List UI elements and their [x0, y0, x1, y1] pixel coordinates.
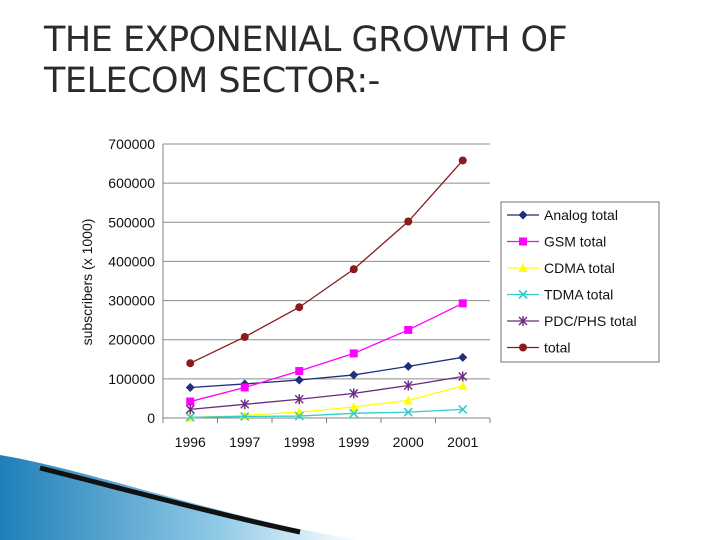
y-axis-label: subscribers (x 1000)	[79, 219, 95, 346]
legend-item: Analog total	[507, 207, 618, 223]
legend-item: TDMA total	[507, 287, 613, 303]
swoosh-line	[39, 465, 301, 535]
chart-axes	[162, 144, 491, 423]
legend-item: total	[507, 340, 570, 356]
legend-label: PDC/PHS total	[544, 313, 637, 329]
legend-swatch-marker	[518, 263, 528, 272]
data-point	[185, 404, 195, 415]
series-tdma-total	[185, 404, 468, 422]
x-tick-label: 1999	[338, 434, 369, 450]
y-tick-label: 100000	[108, 371, 155, 387]
data-point	[349, 349, 358, 358]
legend-label: Analog total	[544, 207, 618, 223]
series-line	[190, 356, 463, 389]
y-tick-label: 500000	[108, 214, 155, 230]
data-point	[404, 325, 413, 334]
y-tick-label: 0	[147, 410, 155, 426]
y-tick-label: 200000	[108, 332, 155, 348]
y-tick-labels: 0 100000 200000 300000 400000 500000 600000 700…	[108, 136, 155, 426]
legend-swatch-marker	[519, 343, 527, 352]
data-point	[294, 411, 304, 421]
data-point	[458, 404, 468, 414]
data-point	[349, 402, 359, 412]
x-tick-label: 1996	[175, 434, 206, 450]
swoosh-shape	[0, 455, 360, 540]
slide-title: THE EXPONENIAL GROWTH OF TELECOM SECTOR:…	[44, 20, 684, 102]
data-point	[240, 411, 250, 421]
y-tick-label: 700000	[108, 136, 155, 152]
data-point	[349, 388, 359, 399]
chart-legend: Analog total GSM total CDMA total TDMA tota…	[500, 201, 660, 363]
data-point	[240, 332, 249, 341]
data-point	[403, 380, 413, 391]
y-tick-label: 300000	[108, 293, 155, 309]
legend-swatch-marker	[519, 237, 527, 246]
data-point	[458, 380, 468, 390]
series-line	[189, 160, 464, 364]
legend-item: PDC/PHS total	[507, 313, 637, 329]
data-point	[458, 299, 467, 308]
y-tick-label: 600000	[108, 175, 155, 191]
series-pdc-phs-total	[185, 371, 468, 415]
data-point	[458, 371, 468, 382]
data-point	[403, 395, 413, 405]
legend-swatch-marker	[518, 210, 528, 220]
data-point	[295, 367, 304, 376]
data-point	[240, 383, 249, 392]
data-point	[404, 217, 413, 226]
legend-item: GSM total	[507, 234, 606, 250]
series-line	[190, 302, 464, 403]
data-point	[458, 352, 468, 362]
data-point	[349, 408, 359, 418]
title-line-1: THE EXPONENIAL GROWTH OF	[44, 20, 568, 60]
series-line	[190, 375, 463, 411]
series-line	[190, 385, 463, 419]
chart-grid	[163, 143, 490, 380]
title-line-2: TELECOM SECTOR:-	[44, 61, 380, 101]
data-point	[185, 412, 195, 422]
data-point	[349, 370, 359, 380]
legend-item: CDMA total	[507, 260, 615, 276]
x-tick-label: 2000	[393, 434, 424, 450]
slide-decoration	[0, 455, 360, 540]
data-point	[458, 156, 467, 165]
data-point	[186, 359, 195, 368]
data-point	[403, 361, 413, 371]
data-point	[185, 382, 195, 392]
series-cdma-total	[185, 380, 468, 422]
legend-swatch-marker	[518, 316, 528, 326]
data-point	[295, 303, 304, 312]
series-analog-total	[185, 352, 468, 392]
data-point	[294, 375, 304, 385]
legend-label: TDMA total	[544, 287, 613, 303]
data-point	[186, 397, 195, 406]
data-point	[294, 394, 304, 405]
data-point	[349, 265, 358, 274]
data-point	[403, 407, 413, 417]
legend-label: CDMA total	[544, 260, 615, 276]
data-point	[240, 399, 250, 410]
legend-box	[500, 201, 660, 363]
legend-label: GSM total	[544, 234, 606, 250]
series-total	[186, 156, 467, 368]
x-tick-label: 2001	[447, 434, 478, 450]
y-tick-label: 400000	[108, 253, 155, 269]
legend-swatch-marker	[518, 289, 528, 300]
series-line	[190, 408, 463, 418]
x-tick-labels: 1996 1997 1998 1999 2000 2001	[175, 434, 479, 450]
chart-series	[185, 156, 468, 422]
x-tick-label: 1998	[284, 434, 315, 450]
legend-label: total	[544, 340, 570, 356]
x-tick-label: 1997	[229, 434, 260, 450]
series-gsm-total	[186, 299, 467, 406]
